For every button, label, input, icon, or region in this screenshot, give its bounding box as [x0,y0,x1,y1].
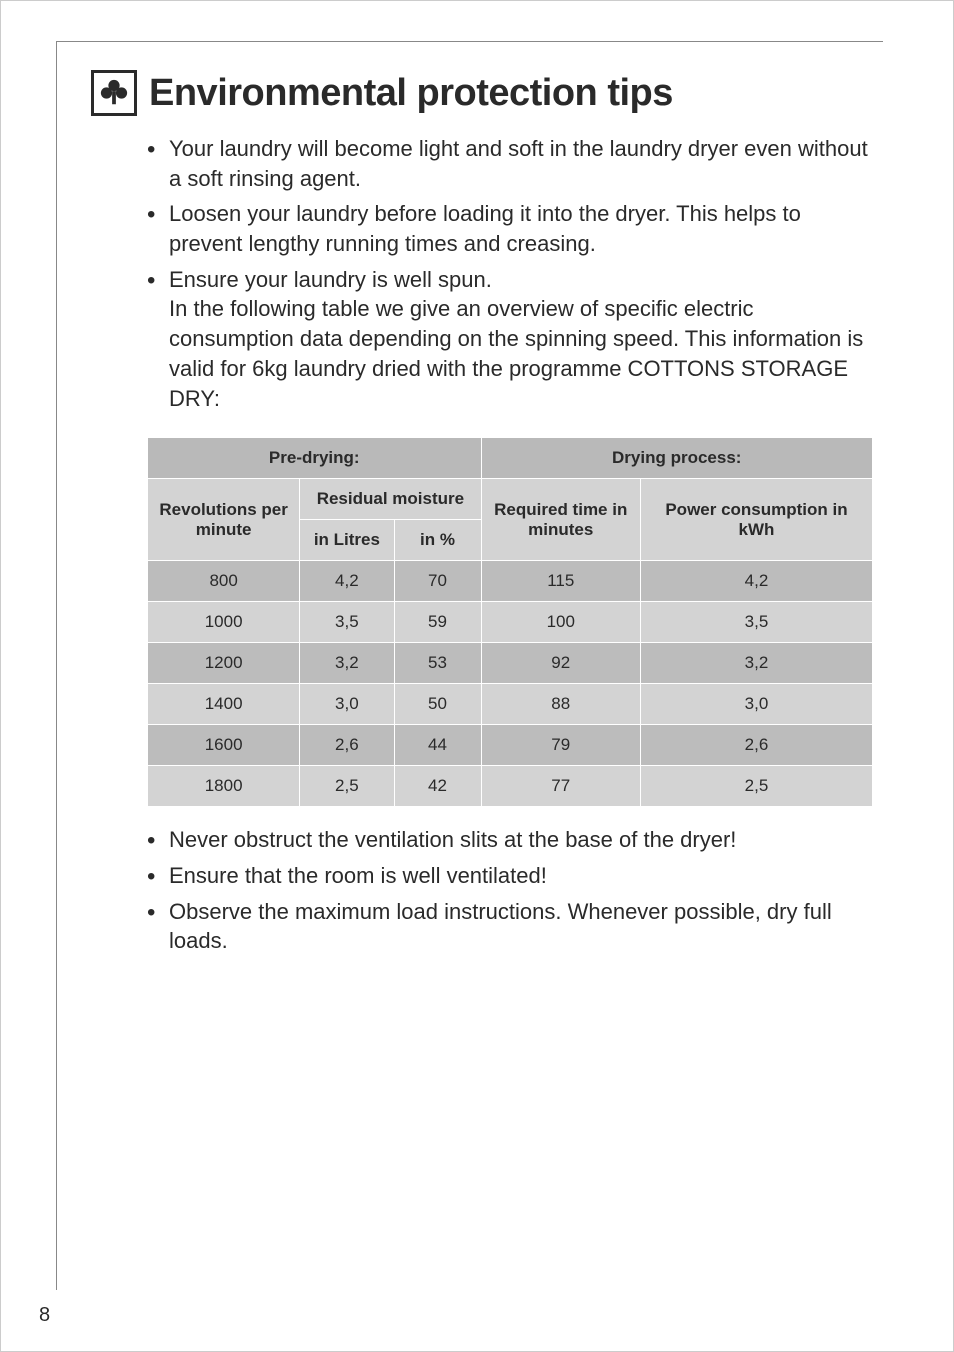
th-percent: in % [394,520,481,561]
table-cell: 59 [394,602,481,643]
table-cell: 115 [481,561,641,602]
bullet-list-top: Your laundry will become light and soft … [57,134,883,413]
table-cell: 2,6 [641,725,873,766]
bullet-item: Loosen your laundry before loading it in… [147,199,873,258]
table-row: 16002,644792,6 [148,725,873,766]
title-row: Environmental protection tips [57,70,883,116]
bullet-item: Ensure that the room is well ventilated! [147,861,873,891]
table-cell: 3,5 [641,602,873,643]
table-cell: 1600 [148,725,300,766]
table-cell: 3,0 [300,684,394,725]
table-container: Pre-drying:Drying process: Revolutions pe… [57,419,883,825]
bullet-item: Ensure your laundry is well spun.In the … [147,265,873,413]
page-number: 8 [39,1304,50,1327]
table-row: 10003,5591003,5 [148,602,873,643]
table-cell: 1000 [148,602,300,643]
document-page: Environmental protection tips Your laund… [0,0,954,1352]
table-cell: 92 [481,643,641,684]
table-cell: 2,5 [300,766,394,807]
table-cell: 1800 [148,766,300,807]
table-cell: 2,5 [641,766,873,807]
table-cell: 4,2 [300,561,394,602]
table-cell: 3,2 [300,643,394,684]
table-cell: 4,2 [641,561,873,602]
th-litres: in Litres [300,520,394,561]
page-title: Environmental protection tips [149,72,673,115]
table-cell: 88 [481,684,641,725]
consumption-table: Pre-drying:Drying process: Revolutions pe… [147,437,873,807]
table-row: 12003,253923,2 [148,643,873,684]
th-predrying: Pre-drying: [148,438,482,479]
bullet-item: Never obstruct the ventilation slits at … [147,825,873,855]
table-cell: 42 [394,766,481,807]
table-cell: 2,6 [300,725,394,766]
table-row: 18002,542772,5 [148,766,873,807]
th-power: Power consumption in kWh [641,479,873,561]
table-cell: 800 [148,561,300,602]
table-cell: 3,5 [300,602,394,643]
bullet-list-bottom: Never obstruct the ventilation slits at … [57,825,883,956]
table-cell: 3,2 [641,643,873,684]
table-cell: 77 [481,766,641,807]
table-cell: 100 [481,602,641,643]
th-residual: Residual moisture [300,479,481,520]
table-cell: 44 [394,725,481,766]
table-row: 14003,050883,0 [148,684,873,725]
table-row: 8004,2701154,2 [148,561,873,602]
table-cell: 79 [481,725,641,766]
table-cell: 1400 [148,684,300,725]
table-cell: 50 [394,684,481,725]
table-cell: 3,0 [641,684,873,725]
table-cell: 70 [394,561,481,602]
table-cell: 1200 [148,643,300,684]
bullet-item: Observe the maximum load instructions. W… [147,897,873,956]
bullet-item: Your laundry will become light and soft … [147,134,873,193]
table-cell: 53 [394,643,481,684]
th-drying: Drying process: [481,438,873,479]
clover-icon [91,70,137,116]
th-time: Required time in minutes [481,479,641,561]
th-rpm: Revolutions per minute [148,479,300,561]
content-frame: Environmental protection tips Your laund… [56,41,883,1290]
